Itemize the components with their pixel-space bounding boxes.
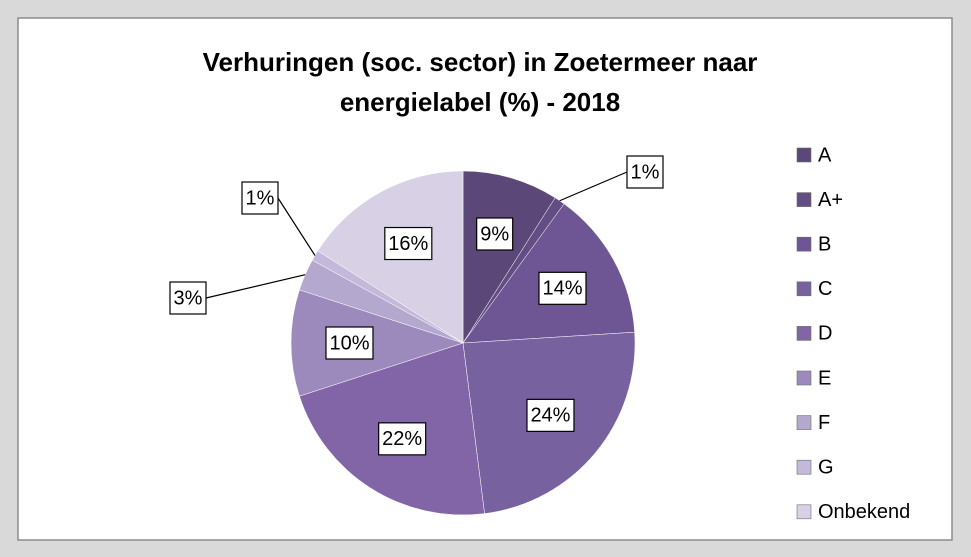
data-label-box bbox=[384, 226, 433, 261]
data-label-box bbox=[169, 281, 207, 315]
data-label: 24% bbox=[530, 405, 570, 427]
data-label-box bbox=[241, 181, 279, 215]
legend-swatch bbox=[796, 459, 812, 475]
legend-swatch bbox=[796, 236, 812, 252]
data-label-box bbox=[526, 398, 575, 432]
data-label: 1% bbox=[631, 161, 660, 183]
legend-swatch bbox=[796, 192, 812, 207]
leader-line bbox=[205, 274, 306, 299]
data-label: 22% bbox=[382, 428, 422, 450]
data-label-box bbox=[538, 271, 587, 305]
legend-label: F bbox=[818, 412, 830, 434]
data-label-box bbox=[378, 422, 427, 456]
data-label: 10% bbox=[329, 332, 369, 354]
data-label: 14% bbox=[542, 278, 582, 300]
legend-label: A+ bbox=[818, 189, 843, 211]
legend-label: C bbox=[818, 278, 832, 300]
chart-title: Verhuringen (soc. sector) in Zoetermeer … bbox=[202, 47, 758, 117]
legend-swatch bbox=[796, 504, 812, 520]
data-label: 1% bbox=[246, 187, 275, 209]
data-label-box bbox=[626, 155, 664, 189]
pie-slice bbox=[290, 289, 464, 397]
legend-label: D bbox=[818, 323, 832, 345]
legend-swatch bbox=[796, 326, 812, 341]
data-label: 16% bbox=[388, 233, 428, 255]
legend-label: E bbox=[818, 367, 831, 389]
leader-line bbox=[277, 197, 316, 256]
data-label: 3% bbox=[174, 287, 203, 309]
leader-line bbox=[559, 171, 628, 202]
legend-swatch bbox=[796, 147, 812, 163]
pie-slice bbox=[462, 170, 556, 344]
legend-swatch bbox=[796, 370, 812, 386]
legend-swatch bbox=[796, 281, 812, 297]
legend-label: Onbekend bbox=[818, 501, 910, 523]
data-label: 9% bbox=[480, 223, 509, 245]
legend-label: G bbox=[818, 456, 834, 478]
legend-label: B bbox=[818, 233, 831, 255]
data-label-box bbox=[476, 217, 514, 251]
legend-swatch bbox=[796, 415, 812, 430]
legend-label: A bbox=[818, 144, 832, 166]
data-label-box bbox=[325, 326, 374, 360]
